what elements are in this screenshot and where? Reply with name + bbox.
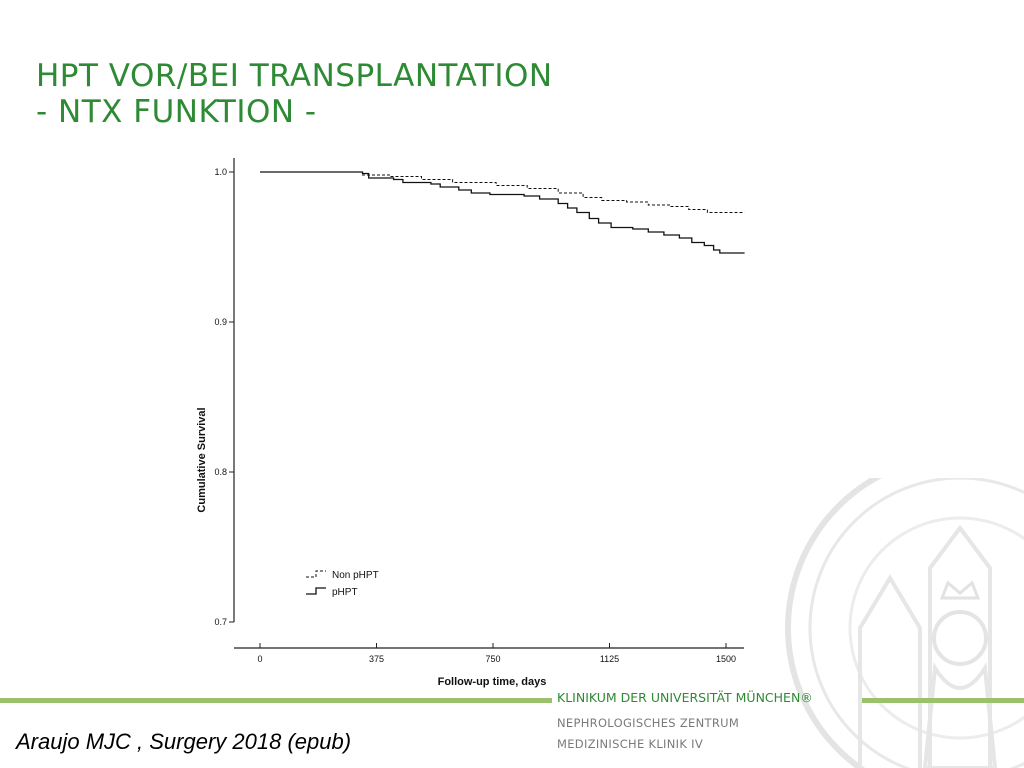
citation: Araujo MJC , Surgery 2018 (epub)	[16, 729, 352, 754]
y-axis-label: Cumulative Survival	[196, 407, 208, 512]
x-tick-label: 750	[485, 654, 500, 664]
chart-legend: Non pHPT pHPT	[306, 570, 379, 598]
legend-symbol	[306, 587, 326, 595]
x-axis-label: Follow-up time, days	[438, 676, 547, 688]
footer-clinic: MEDIZINISCHE KLINIK IV	[557, 737, 703, 751]
y-tick-label: 0.7	[214, 617, 227, 627]
title-line-2: - NTX FUNKTION -	[36, 94, 317, 130]
title-line-1: HPT VOR/BEI TRANSPLANTATION	[36, 58, 553, 94]
survival-chart: 0.7 0.8 0.9 1.0 0 375 750 1125 1500 Cumulative …	[196, 158, 745, 688]
series-line-non-phpt	[260, 171, 745, 213]
x-axis-ticks: 0 375 750 1125 1500	[257, 643, 736, 664]
footer-institution: KLINIKUM DER UNIVERSITÄT MÜNCHEN®	[557, 690, 813, 705]
x-tick-label: 1500	[716, 654, 736, 664]
y-axis-ticks: 0.7 0.8 0.9 1.0	[214, 167, 234, 627]
legend-label: Non pHPT	[332, 570, 379, 581]
series-layer	[260, 171, 745, 254]
legend-label: pHPT	[332, 587, 358, 598]
legend-symbol	[306, 570, 326, 578]
footer-bar-right	[862, 698, 1024, 703]
slide-title: HPT VOR/BEI TRANSPLANTATION - NTX FUNKTI…	[36, 58, 553, 130]
footer-department: NEPHROLOGISCHES ZENTRUM	[557, 716, 740, 730]
university-seal-watermark	[785, 478, 1024, 768]
footer-bar-left	[0, 698, 552, 703]
x-tick-label: 375	[369, 654, 384, 664]
x-tick-label: 1125	[600, 654, 619, 664]
y-tick-label: 0.8	[214, 467, 227, 477]
series-line-phpt	[260, 171, 745, 254]
y-tick-label: 1.0	[214, 167, 227, 177]
chart-axes	[233, 158, 744, 649]
x-tick-label: 0	[257, 654, 262, 664]
y-tick-label: 0.9	[214, 317, 227, 327]
